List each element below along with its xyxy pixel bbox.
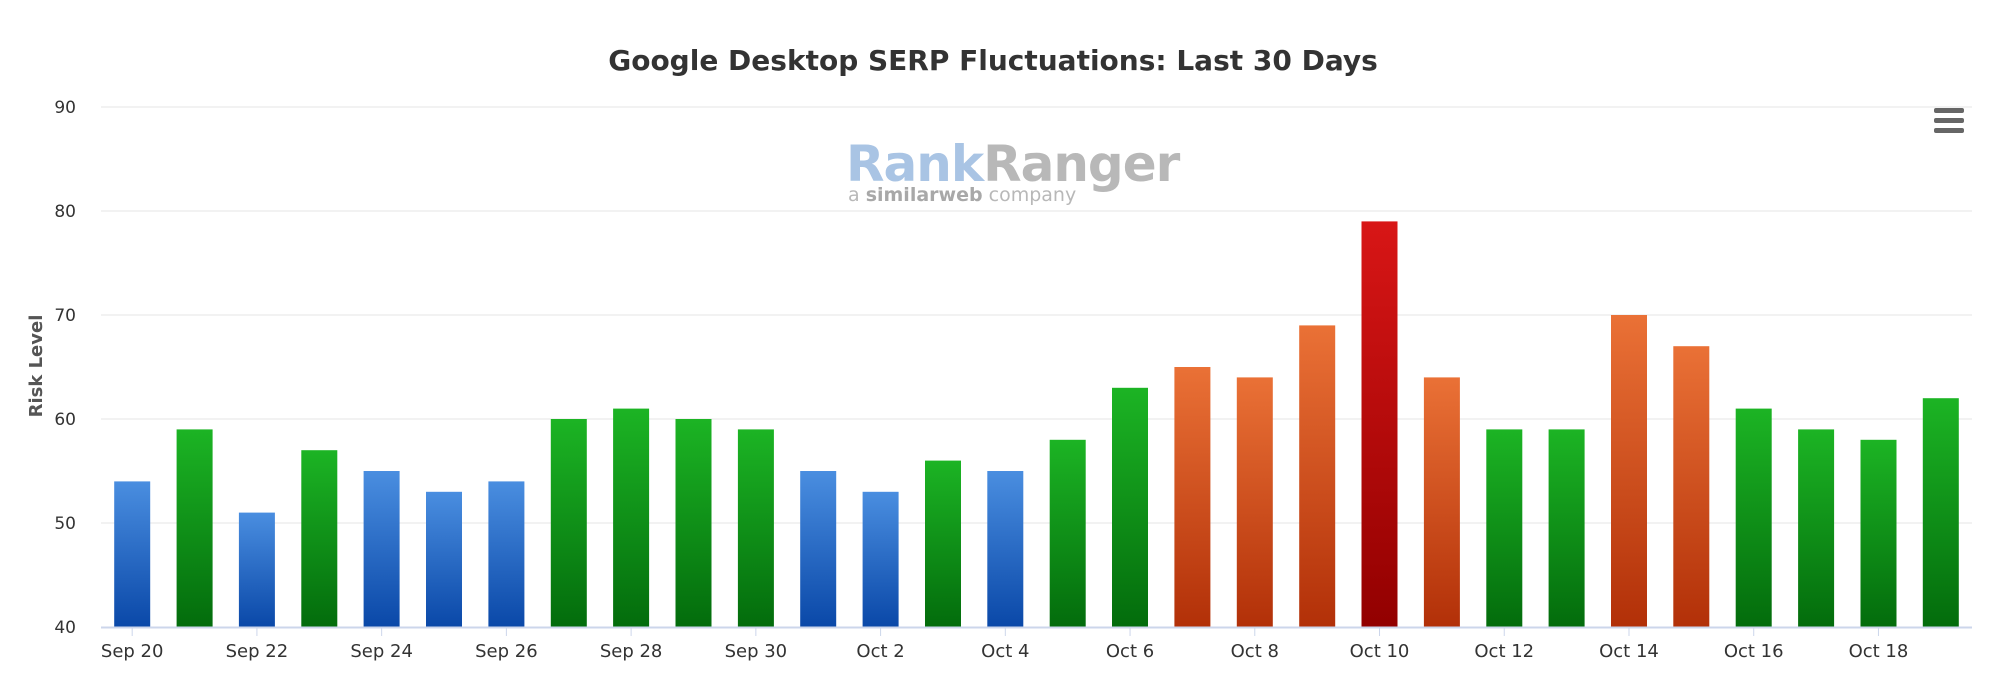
bar-sep-25[interactable] [426,491,462,627]
menu-bar-line [1934,118,1964,123]
rankranger-watermark-logo: RankRanger a similarweb company [846,136,1180,206]
bar-oct-17[interactable] [1798,429,1835,627]
bar-sep-29[interactable] [675,419,712,627]
x-tick-label: Oct 10 [1350,641,1410,662]
bar-oct-19[interactable] [1922,398,1959,627]
bar-oct-16[interactable] [1735,408,1772,627]
x-tick-label: Oct 18 [1849,641,1909,662]
bar-oct-8[interactable] [1236,377,1273,627]
bar-sep-24[interactable] [363,471,400,627]
chart-title: Google Desktop SERP Fluctuations: Last 3… [608,44,1378,77]
watermark-tagline: a similarweb company [848,184,1076,206]
x-tick-label: Sep 20 [101,641,164,662]
gridlines [101,106,1972,524]
bar-oct-2[interactable] [862,491,899,627]
x-tick-label: Sep 28 [600,641,663,662]
bar-sep-21[interactable] [176,429,213,627]
x-tick-label: Oct 8 [1231,641,1279,662]
x-tick-label: Oct 2 [856,641,904,662]
watermark-brand-ranger: Ranger [983,135,1180,193]
bar-oct-9[interactable] [1299,325,1336,627]
bar-sep-20[interactable] [114,481,151,627]
watermark-brand: RankRanger [846,135,1180,193]
watermark-tagline-brand: similarweb [865,184,983,206]
bar-oct-3[interactable] [925,460,961,627]
x-tick-label: Oct 4 [981,641,1029,662]
bar-oct-10[interactable] [1361,221,1398,627]
x-tick-label: Oct 12 [1474,641,1534,662]
bar-sep-26[interactable] [488,481,525,627]
watermark-brand-rank: Rank [846,135,984,193]
bar-oct-7[interactable] [1174,367,1211,627]
bars [114,221,1959,627]
y-tick-label: 70 [54,306,76,326]
bar-sep-23[interactable] [301,450,338,627]
bar-oct-14[interactable] [1611,315,1647,627]
bar-sep-28[interactable] [613,408,650,627]
bar-sep-30[interactable] [737,429,774,627]
x-tick-label: Oct 16 [1724,641,1784,662]
bar-sep-22[interactable] [238,512,275,627]
bar-oct-13[interactable] [1548,429,1585,627]
x-tick-label: Oct 6 [1106,641,1154,662]
x-tick-label: Sep 24 [350,641,413,662]
bar-oct-6[interactable] [1112,387,1148,627]
bar-oct-12[interactable] [1486,429,1523,627]
x-tick-label: Sep 22 [226,641,289,662]
bar-oct-1[interactable] [800,471,837,627]
x-tick-label: Sep 26 [475,641,538,662]
y-axis-label: Risk Level [26,315,47,418]
x-tick-label: Oct 14 [1599,641,1659,662]
y-tick-label: 50 [54,514,76,534]
y-tick-label: 90 [54,98,76,118]
bar-oct-15[interactable] [1673,346,1710,627]
menu-bar-line [1934,108,1964,113]
x-tick-label: Sep 30 [725,641,788,662]
y-tick-label: 40 [54,618,76,638]
watermark-tagline-suffix: company [982,184,1077,206]
bar-sep-27[interactable] [550,419,587,627]
menu-bar-line [1934,128,1964,133]
bar-oct-5[interactable] [1049,439,1086,627]
x-axis-tick-labels: Sep 20 Sep 22 Sep 24 Sep 26 Sep 28 Sep 30 Oct … [101,627,1908,662]
y-tick-label: 80 [54,202,76,222]
bar-oct-18[interactable] [1860,439,1897,627]
y-axis-tick-labels: 40 50 60 70 80 90 [54,98,76,638]
bar-oct-11[interactable] [1423,377,1460,627]
bar-oct-4[interactable] [987,471,1024,627]
watermark-tagline-prefix: a [848,184,866,206]
y-tick-label: 60 [54,410,76,430]
hamburger-menu-icon[interactable] [1932,108,1966,134]
